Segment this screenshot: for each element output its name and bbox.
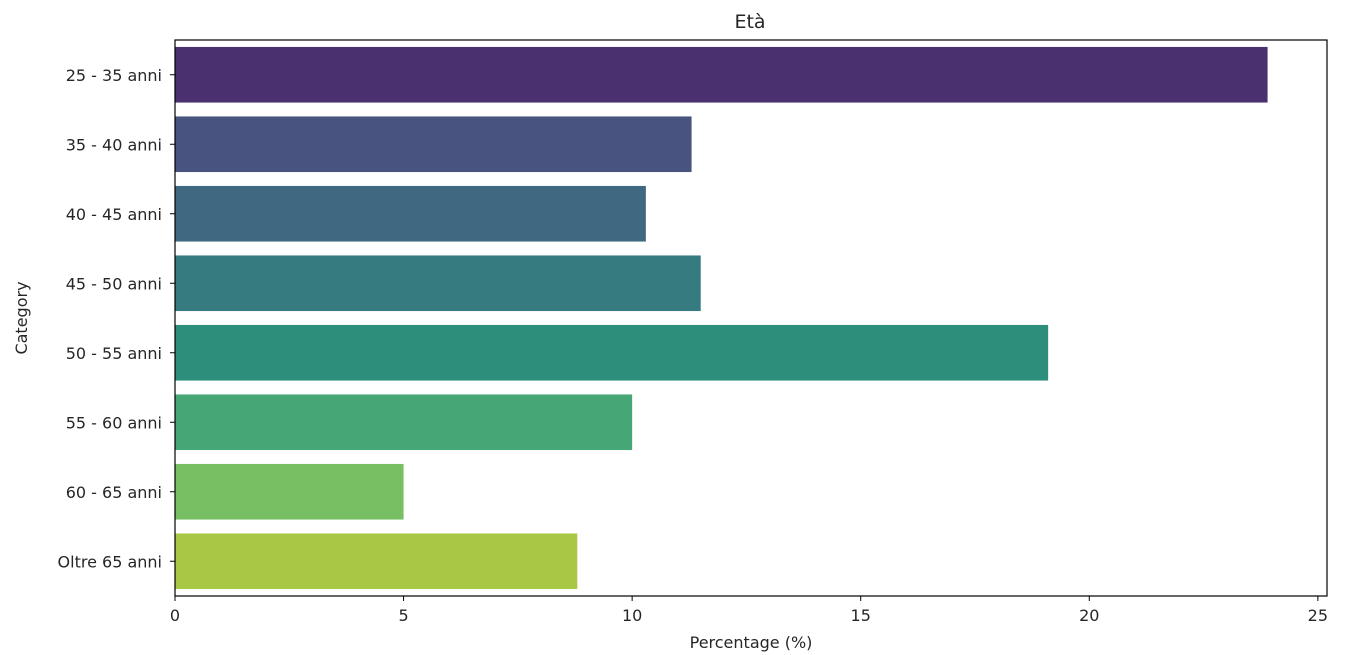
x-tick-label: 0 — [170, 606, 180, 625]
x-tick-label: 10 — [622, 606, 642, 625]
plot-frame — [174, 39, 1328, 597]
x-tick-label: 15 — [851, 606, 871, 625]
x-tick-label: 20 — [1079, 606, 1099, 625]
y-tick-label: Oltre 65 anni — [58, 552, 162, 571]
y-axis-label: Category — [12, 281, 31, 354]
y-tick-label: 60 - 65 anni — [66, 483, 162, 502]
y-tick-label: 40 - 45 anni — [66, 205, 162, 224]
y-tick-label: 55 - 60 anni — [66, 413, 162, 432]
x-tick-label: 5 — [398, 606, 408, 625]
bar-5 — [175, 394, 633, 451]
bar-6 — [175, 463, 404, 520]
y-tick-label: 45 - 50 anni — [66, 274, 162, 293]
bar-4 — [175, 324, 1049, 381]
bar-7 — [175, 533, 578, 590]
bar-0 — [175, 46, 1268, 103]
bars-group — [175, 46, 1268, 590]
x-axis-label: Percentage (%) — [690, 633, 813, 652]
y-tick-label: 35 - 40 anni — [66, 135, 162, 154]
bar-1 — [175, 116, 692, 173]
y-tick-label: 50 - 55 anni — [66, 344, 162, 363]
bar-3 — [175, 255, 701, 312]
x-tick-label: 25 — [1308, 606, 1328, 625]
y-axis: 25 - 35 anni 35 - 40 anni 40 - 45 anni 45 -… — [58, 66, 175, 571]
bar-2 — [175, 185, 646, 242]
chart-title: Età — [734, 11, 765, 33]
x-axis: 0 5 10 15 20 25 — [170, 596, 1328, 625]
y-tick-label: 25 - 35 anni — [66, 66, 162, 85]
